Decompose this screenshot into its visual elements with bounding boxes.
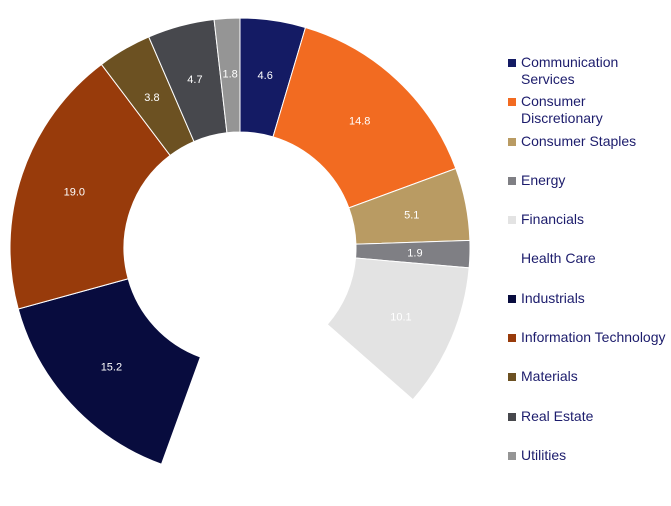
- slice-label-communication-services: 4.6: [258, 70, 273, 82]
- slice-label-consumer-staples: 5.1: [404, 209, 419, 221]
- legend-item-consumer-discretionary: Consumer Discretionary: [508, 93, 668, 132]
- legend-swatch: [508, 137, 516, 146]
- slice-label-information-technology: 19.0: [64, 187, 85, 199]
- legend-label: Information Technology: [521, 329, 666, 346]
- slice-label-utilities: 1.8: [222, 68, 237, 80]
- legend-item-communication-services: Communication Services: [508, 54, 668, 93]
- legend-swatch: [508, 176, 516, 185]
- slice-label-materials: 3.8: [144, 92, 159, 104]
- slice-label-energy: 1.9: [407, 248, 422, 260]
- chart-legend: Communication Services Consumer Discretio…: [508, 54, 668, 486]
- legend-item-financials: Financials: [508, 211, 668, 250]
- legend-item-materials: Materials: [508, 368, 668, 407]
- slice-information-technology: [9, 63, 171, 310]
- legend-label: Industrials: [521, 289, 585, 306]
- slice-health-care: [160, 323, 414, 479]
- legend-swatch: [508, 451, 516, 460]
- legend-item-utilities: Utilities: [508, 447, 668, 486]
- slice-label-consumer-discretionary: 14.8: [349, 115, 370, 127]
- legend-swatch: [508, 294, 516, 303]
- legend-item-health-care: Health Care: [508, 250, 668, 289]
- donut-chart-svg: 4.6 14.8 5.1 1.9 10.1 19.1 15.2 19.0 3.8 4.7 1.8: [9, 17, 470, 479]
- legend-swatch: [508, 334, 516, 343]
- legend-label: Real Estate: [521, 407, 594, 424]
- legend-label: Energy: [521, 171, 566, 188]
- slice-utilities: [213, 17, 241, 134]
- legend-swatch: [508, 373, 516, 382]
- legend-swatch: [508, 98, 516, 107]
- legend-label: Consumer Discretionary: [521, 93, 603, 127]
- legend-label: Utilities: [521, 446, 567, 463]
- legend-item-consumer-staples: Consumer Staples: [508, 133, 668, 172]
- legend-label: Consumer Staples: [521, 132, 637, 149]
- slice-industrials: [17, 278, 202, 465]
- legend-swatch: [508, 216, 516, 225]
- legend-swatch: [508, 412, 516, 421]
- legend-item-energy: Energy: [508, 172, 668, 211]
- legend-swatch: [508, 59, 516, 67]
- legend-item-industrials: Industrials: [508, 290, 668, 329]
- legend-item-real-estate: Real Estate: [508, 408, 668, 447]
- slice-label-industrials: 15.2: [101, 362, 122, 374]
- slice-label-health-care: 19.1: [273, 413, 294, 425]
- slice-label-real-estate: 4.7: [187, 74, 202, 86]
- legend-item-information-technology: Information Technology: [508, 329, 668, 368]
- legend-label: Financials: [521, 211, 585, 228]
- legend-label: Materials: [521, 368, 578, 385]
- slice-label-financials: 10.1: [390, 312, 411, 324]
- legend-label: Health Care: [521, 250, 596, 267]
- legend-swatch: [508, 255, 516, 264]
- legend-label: Communication Services: [521, 54, 619, 87]
